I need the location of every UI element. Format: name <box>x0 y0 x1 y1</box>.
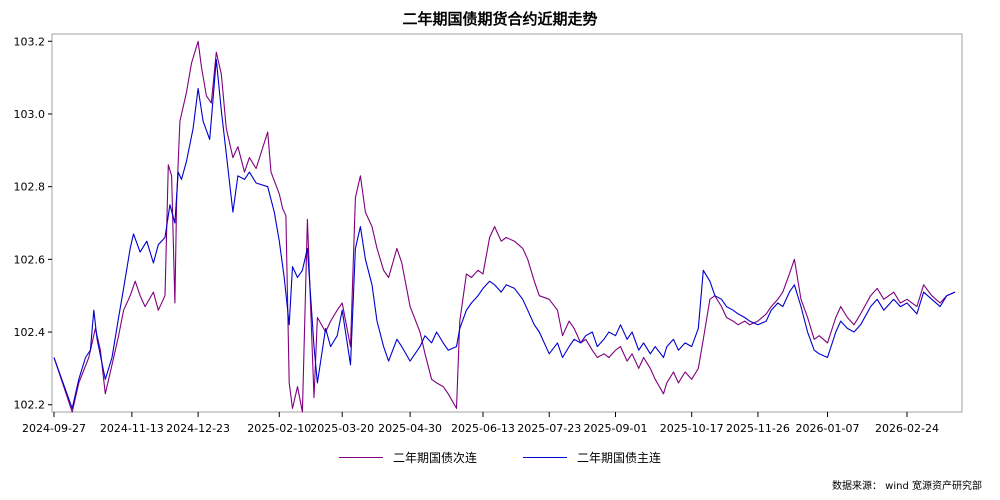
y-axis: 102.2 102.4 102.6 102.8 103.0 103.2 <box>14 35 52 412</box>
x-tick-label: 2026-01-07 <box>796 422 860 435</box>
x-tick-label: 2025-11-26 <box>726 422 790 435</box>
x-tick-label: 2025-07-23 <box>517 422 581 435</box>
x-axis: 2024-09-27 2024-11-13 2024-12-23 2025-02-10… <box>22 412 939 435</box>
x-tick-label: 2025-03-20 <box>310 422 374 435</box>
legend-item-main-contract[interactable]: 二年期国债主连 <box>523 449 661 466</box>
x-tick-label: 2024-09-27 <box>22 422 86 435</box>
data-source-note: 数据来源： wind 宽源资产研究部 <box>832 481 982 492</box>
legend-label-main-contract: 二年期国债主连 <box>577 451 662 465</box>
legend: 二年期国债次连 二年期国债主连 <box>0 449 1000 466</box>
y-tick-label: 103.2 <box>14 35 46 48</box>
legend-swatch-main-contract <box>523 457 567 458</box>
x-tick-label: 2024-12-23 <box>166 422 230 435</box>
x-tick-label: 2025-09-01 <box>584 422 648 435</box>
series-line-main-contract <box>53 58 956 409</box>
legend-label-next-contract: 二年期国债次连 <box>392 451 477 465</box>
y-tick-label: 103.0 <box>14 108 46 121</box>
series-layer <box>53 40 956 413</box>
legend-swatch-next-contract <box>338 457 383 458</box>
x-tick-label: 2025-04-30 <box>378 422 442 435</box>
x-tick-label: 2024-11-13 <box>100 422 164 435</box>
y-tick-label: 102.2 <box>14 399 46 412</box>
x-tick-label: 2025-10-17 <box>660 422 724 435</box>
y-tick-label: 102.4 <box>14 326 46 339</box>
y-tick-label: 102.6 <box>14 253 46 266</box>
plot-frame <box>51 33 963 413</box>
x-tick-label: 2025-06-13 <box>451 422 515 435</box>
x-tick-label: 2025-02-10 <box>247 422 311 435</box>
y-tick-label: 102.8 <box>14 181 46 194</box>
series-line-next-contract <box>53 40 956 413</box>
x-tick-label: 2026-02-24 <box>875 422 939 435</box>
legend-item-next-contract[interactable]: 二年期国债次连 <box>338 449 477 466</box>
chart-title: 二年期国债期货合约近期走势 <box>402 10 598 28</box>
